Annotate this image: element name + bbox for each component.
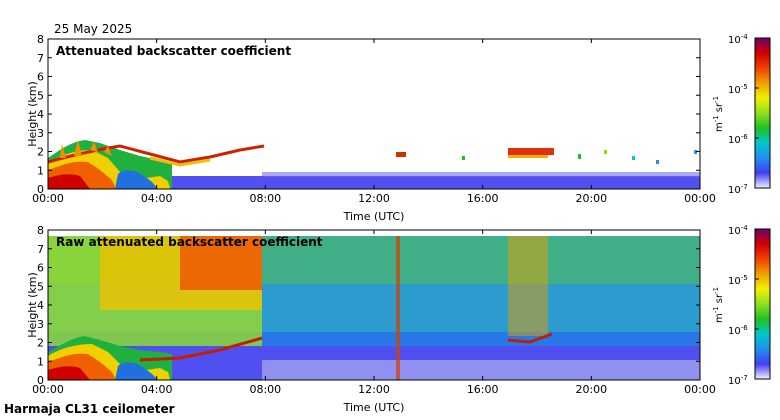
scatter-pixel (604, 150, 607, 154)
boundary-layer-dip-1 (115, 170, 158, 189)
colorbar-tick-label: 10-6 (728, 324, 748, 337)
x-tick-label: 20:00 (575, 192, 607, 205)
colorbar-unit-1: m-1sr-1 (712, 96, 725, 132)
colorbar-1: 10-4 10-5 10-6 10-7 m-1sr-1 (712, 33, 771, 196)
x-tick-label: 12:00 (358, 192, 390, 205)
x-axis-label-1: Time (UTC) (343, 210, 405, 223)
cloud-column-1200-2 (396, 236, 400, 380)
y-tick-label: 0 (37, 183, 44, 196)
colorbar-unit-2: m-1sr-1 (712, 287, 725, 323)
near-surface-noise-top-1 (262, 172, 700, 177)
colorbar-tick-label: 10-4 (728, 33, 748, 46)
y-tick-label: 2 (37, 337, 44, 350)
x-tick-label: 00:00 (32, 192, 64, 205)
near-surface-noise-1 (170, 176, 700, 189)
cloud-1200-1 (396, 152, 406, 157)
y-tick-label: 8 (37, 224, 44, 237)
y-tick-label: 5 (37, 89, 44, 102)
cloud-column-1700-2 (508, 236, 548, 336)
plume-spikes-1 (60, 140, 112, 158)
aerosol-layer-2 (139, 336, 263, 362)
x-tick-label: 00:00 (32, 383, 64, 396)
y-tick-label: 6 (37, 71, 44, 84)
instrument-label: Harmaja CL31 ceilometer (4, 402, 175, 416)
x-tick-label: 12:00 (358, 383, 390, 396)
cloud-1700-2 (507, 332, 553, 344)
y-tick-label: 7 (37, 243, 44, 256)
colorbar-bar-1 (754, 37, 771, 189)
scatter-pixel (462, 156, 465, 160)
y-axis-label-1: Height (km) (26, 81, 39, 147)
x-tick-label: 04:00 (141, 192, 173, 205)
y-tick-label: 2 (37, 146, 44, 159)
scatter-pixel (656, 160, 659, 164)
y-tick-label: 3 (37, 127, 44, 140)
x-tick-label: 16:00 (467, 383, 499, 396)
x-tick-label: 20:00 (575, 383, 607, 396)
axis-ticks-1: 00:00 04:00 08:00 12:00 16:00 20:00 00:0001234… (32, 33, 716, 205)
colorbar-2: 10-4 10-5 10-6 10-7 m-1sr-1 (712, 224, 771, 387)
x-tick-label: 04:00 (141, 383, 173, 396)
aerosol-layer-edge-1 (149, 156, 211, 167)
cloud-1700-1 (508, 148, 554, 155)
y-tick-label: 0 (37, 374, 44, 387)
colorbar-tick-label: 10-7 (728, 183, 748, 196)
y-tick-label: 8 (37, 33, 44, 46)
x-tick-label: 08:00 (249, 192, 281, 205)
colorbar-tick-label: 10-5 (728, 274, 748, 287)
aerosol-layer-1 (48, 144, 265, 164)
y-tick-label: 6 (37, 262, 44, 275)
colorbar-ticks-1: 10-4 10-5 10-6 10-7 (728, 33, 759, 196)
x-tick-label: 00:00 (684, 192, 716, 205)
y-tick-label: 3 (37, 318, 44, 331)
x-tick-label: 00:00 (684, 383, 716, 396)
y-tick-label: 7 (37, 52, 44, 65)
x-axis-label-2: Time (UTC) (343, 401, 405, 414)
scatter-pixel (578, 154, 581, 159)
colorbar-tick-label: 10-6 (728, 133, 748, 146)
y-tick-label: 1 (37, 355, 44, 368)
cloud-1700-edge-1 (508, 155, 548, 158)
y-axis-label-2: Height (km) (26, 272, 39, 338)
boundary-layer-peak-1 (48, 174, 90, 189)
boundary-layer-dip-2 (115, 362, 158, 380)
y-tick-label: 4 (37, 299, 44, 312)
colorbar-tick-label: 10-4 (728, 224, 748, 237)
y-tick-label: 1 (37, 164, 44, 177)
colorbar-tick-label: 10-7 (728, 374, 748, 387)
heatmap-2 (48, 236, 700, 380)
panel-title-2: Raw attenuated backscatter coefficient (56, 235, 323, 249)
x-tick-label: 16:00 (467, 192, 499, 205)
axis-ticks-2: 00:00 04:00 08:00 12:00 16:00 20:00 00:0001234… (32, 224, 716, 396)
colorbar-bar-2 (754, 228, 771, 380)
boundary-layer-peak-2 (48, 366, 90, 380)
date-label: 25 May 2025 (54, 22, 132, 36)
scatter-pixel (632, 156, 635, 160)
panel-raw-attenuated-backscatter: Raw attenuated backscatter coefficient 0… (26, 224, 716, 414)
scatter-pixel (694, 150, 697, 154)
panel-title-1: Attenuated backscatter coefficient (56, 44, 291, 58)
heatmap-1 (48, 140, 700, 189)
colorbar-ticks-2: 10-4 10-5 10-6 10-7 (728, 224, 759, 387)
y-tick-label: 5 (37, 280, 44, 293)
colorbar-tick-label: 10-5 (728, 83, 748, 96)
panel-attenuated-backscatter: Attenuated backscatter coefficient 00:00… (26, 33, 716, 223)
y-tick-label: 4 (37, 108, 44, 121)
high-noise-peak-2 (180, 236, 262, 290)
x-tick-label: 08:00 (249, 383, 281, 396)
background-surface-2 (262, 360, 700, 380)
